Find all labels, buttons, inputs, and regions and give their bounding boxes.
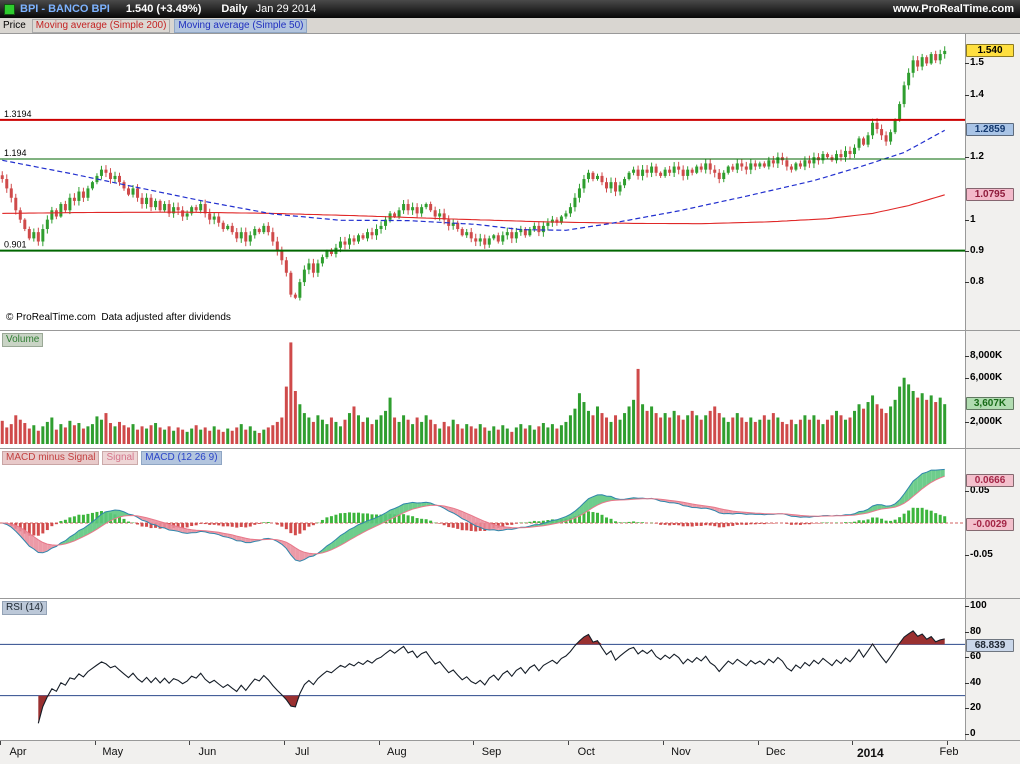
connection-status-icon [4,3,15,15]
axis-tick [965,94,969,96]
axis-tick [965,250,969,252]
axis-tick-label: 1.5 [970,57,984,69]
axis-tick [965,63,969,65]
rsi-indicator-label[interactable]: RSI (14) [2,601,48,615]
axis-tick-label: 80 [970,625,982,637]
month-label: Jul [295,746,310,758]
pane-separator [0,740,1020,741]
time-tick [378,740,380,745]
timeframe-label: Daily [221,3,248,15]
level-label: 1.194 [4,148,27,158]
macd-chart[interactable] [0,448,965,598]
axis-tick-label: 60 [970,651,982,663]
axis-tick [965,421,969,423]
ma200-value-tag: 1.0795 [966,187,1014,201]
axis-tick-label: 8,000K [970,349,1003,361]
axis-tick [965,734,969,735]
time-tick [946,740,948,745]
symbol-title: BPI - BANCO BPI [20,3,110,15]
time-tick [568,740,570,745]
last-price-tag: 1.540 [966,43,1014,57]
date-label: Jan 29 2014 [255,3,317,15]
axis-tick-label: -0.05 [970,548,993,560]
axis-tick-label: 40 [970,676,982,688]
copyright-note: © ProRealTime.com Data adjusted after di… [6,312,231,323]
pane-separator [0,448,1020,449]
time-tick [94,740,96,745]
volume-chart[interactable] [0,330,965,448]
axis-tick-label: 0 [970,728,976,739]
axis-separator [965,34,966,740]
time-tick [473,740,475,745]
pane-separator [0,330,1020,331]
axis-tick-label: 20 [970,702,982,714]
rsi-chart[interactable] [0,598,965,740]
price-series-label[interactable]: Price [3,20,26,31]
axis-tick-label: 0.8 [970,276,984,288]
macd-signal-label[interactable]: Signal [102,451,139,465]
month-label: Apr [9,746,27,758]
level-label: 0.901 [4,240,27,250]
axis-tick [965,491,969,493]
macd-indicator-label[interactable]: MACD (12 26 9) [141,451,222,465]
time-tick [0,740,1,745]
axis-tick [965,631,969,633]
axis-tick-label: 1 [970,213,976,225]
axis-tick [965,157,969,159]
month-label: 2014 [856,746,884,760]
month-label: Aug [387,746,407,758]
ma50-value-tag: 1.2859 [966,123,1014,137]
axis-tick [965,682,969,684]
month-label: Nov [671,746,691,758]
time-tick [662,740,664,745]
indicator-bar: Price Moving average (Simple 200) Moving… [0,18,1020,34]
time-tick [284,740,286,745]
month-label: Dec [765,746,786,758]
axis-tick-label: 2,000K [970,415,1003,427]
time-tick [757,740,759,745]
axis-tick [965,657,969,659]
axis-tick [965,377,969,379]
ma50-indicator-label[interactable]: Moving average (Simple 50) [174,18,308,33]
volume-indicator-label[interactable]: Volume [2,333,44,347]
title-bar: BPI - BANCO BPI 1.540 (+3.49%) Daily Jan… [0,0,1020,18]
chart-background [0,34,965,740]
rsi-value-tag: 68.839 [966,638,1014,652]
axis-tick [965,282,969,284]
month-label: Feb [939,746,959,758]
time-tick [189,740,191,745]
last-price-change: 1.540 (+3.49%) [125,3,202,15]
axis-tick [965,708,969,710]
month-label: Oct [577,746,595,758]
macd-value-tag: 0.0666 [966,473,1014,487]
macd-histogram-label[interactable]: MACD minus Signal [2,451,100,465]
axis-tick [965,355,969,357]
axis-tick-label: 100 [970,600,987,611]
price-candlestick-chart[interactable]: 1.3194 1.194 0.901 [0,34,965,330]
site-label: www.ProRealTime.com [892,3,1014,15]
time-tick [852,740,854,745]
axis-tick-label: 1.2 [970,151,984,163]
axis-tick-label: 0.05 [970,485,990,497]
level-label: 1.3194 [4,109,32,119]
axis-tick [965,554,969,556]
month-label: May [102,746,124,758]
time-axis[interactable]: Apr May Jun Jul Aug Sep Oct Nov Dec 2014 Feb [0,740,965,764]
ma200-indicator-label[interactable]: Moving average (Simple 200) [31,18,171,33]
axis-tick-label: 6,000K [970,371,1003,383]
hist-value-tag: -0.0029 [966,517,1014,531]
axis-tick [965,219,969,221]
pane-separator [0,598,1020,599]
volume-value-tag: 3,607K [966,397,1014,411]
axis-tick-label: 1.4 [970,88,984,100]
axis-tick [965,606,969,607]
month-label: Jun [198,746,217,758]
month-label: Sep [481,746,502,758]
price-axis-column[interactable]: 1.5 1.4 1.2 1 0.9 0.8 8,000K 6,000K 2,000K 0.05 -0… [965,0,1020,764]
axis-tick-label: 0.9 [970,244,984,256]
